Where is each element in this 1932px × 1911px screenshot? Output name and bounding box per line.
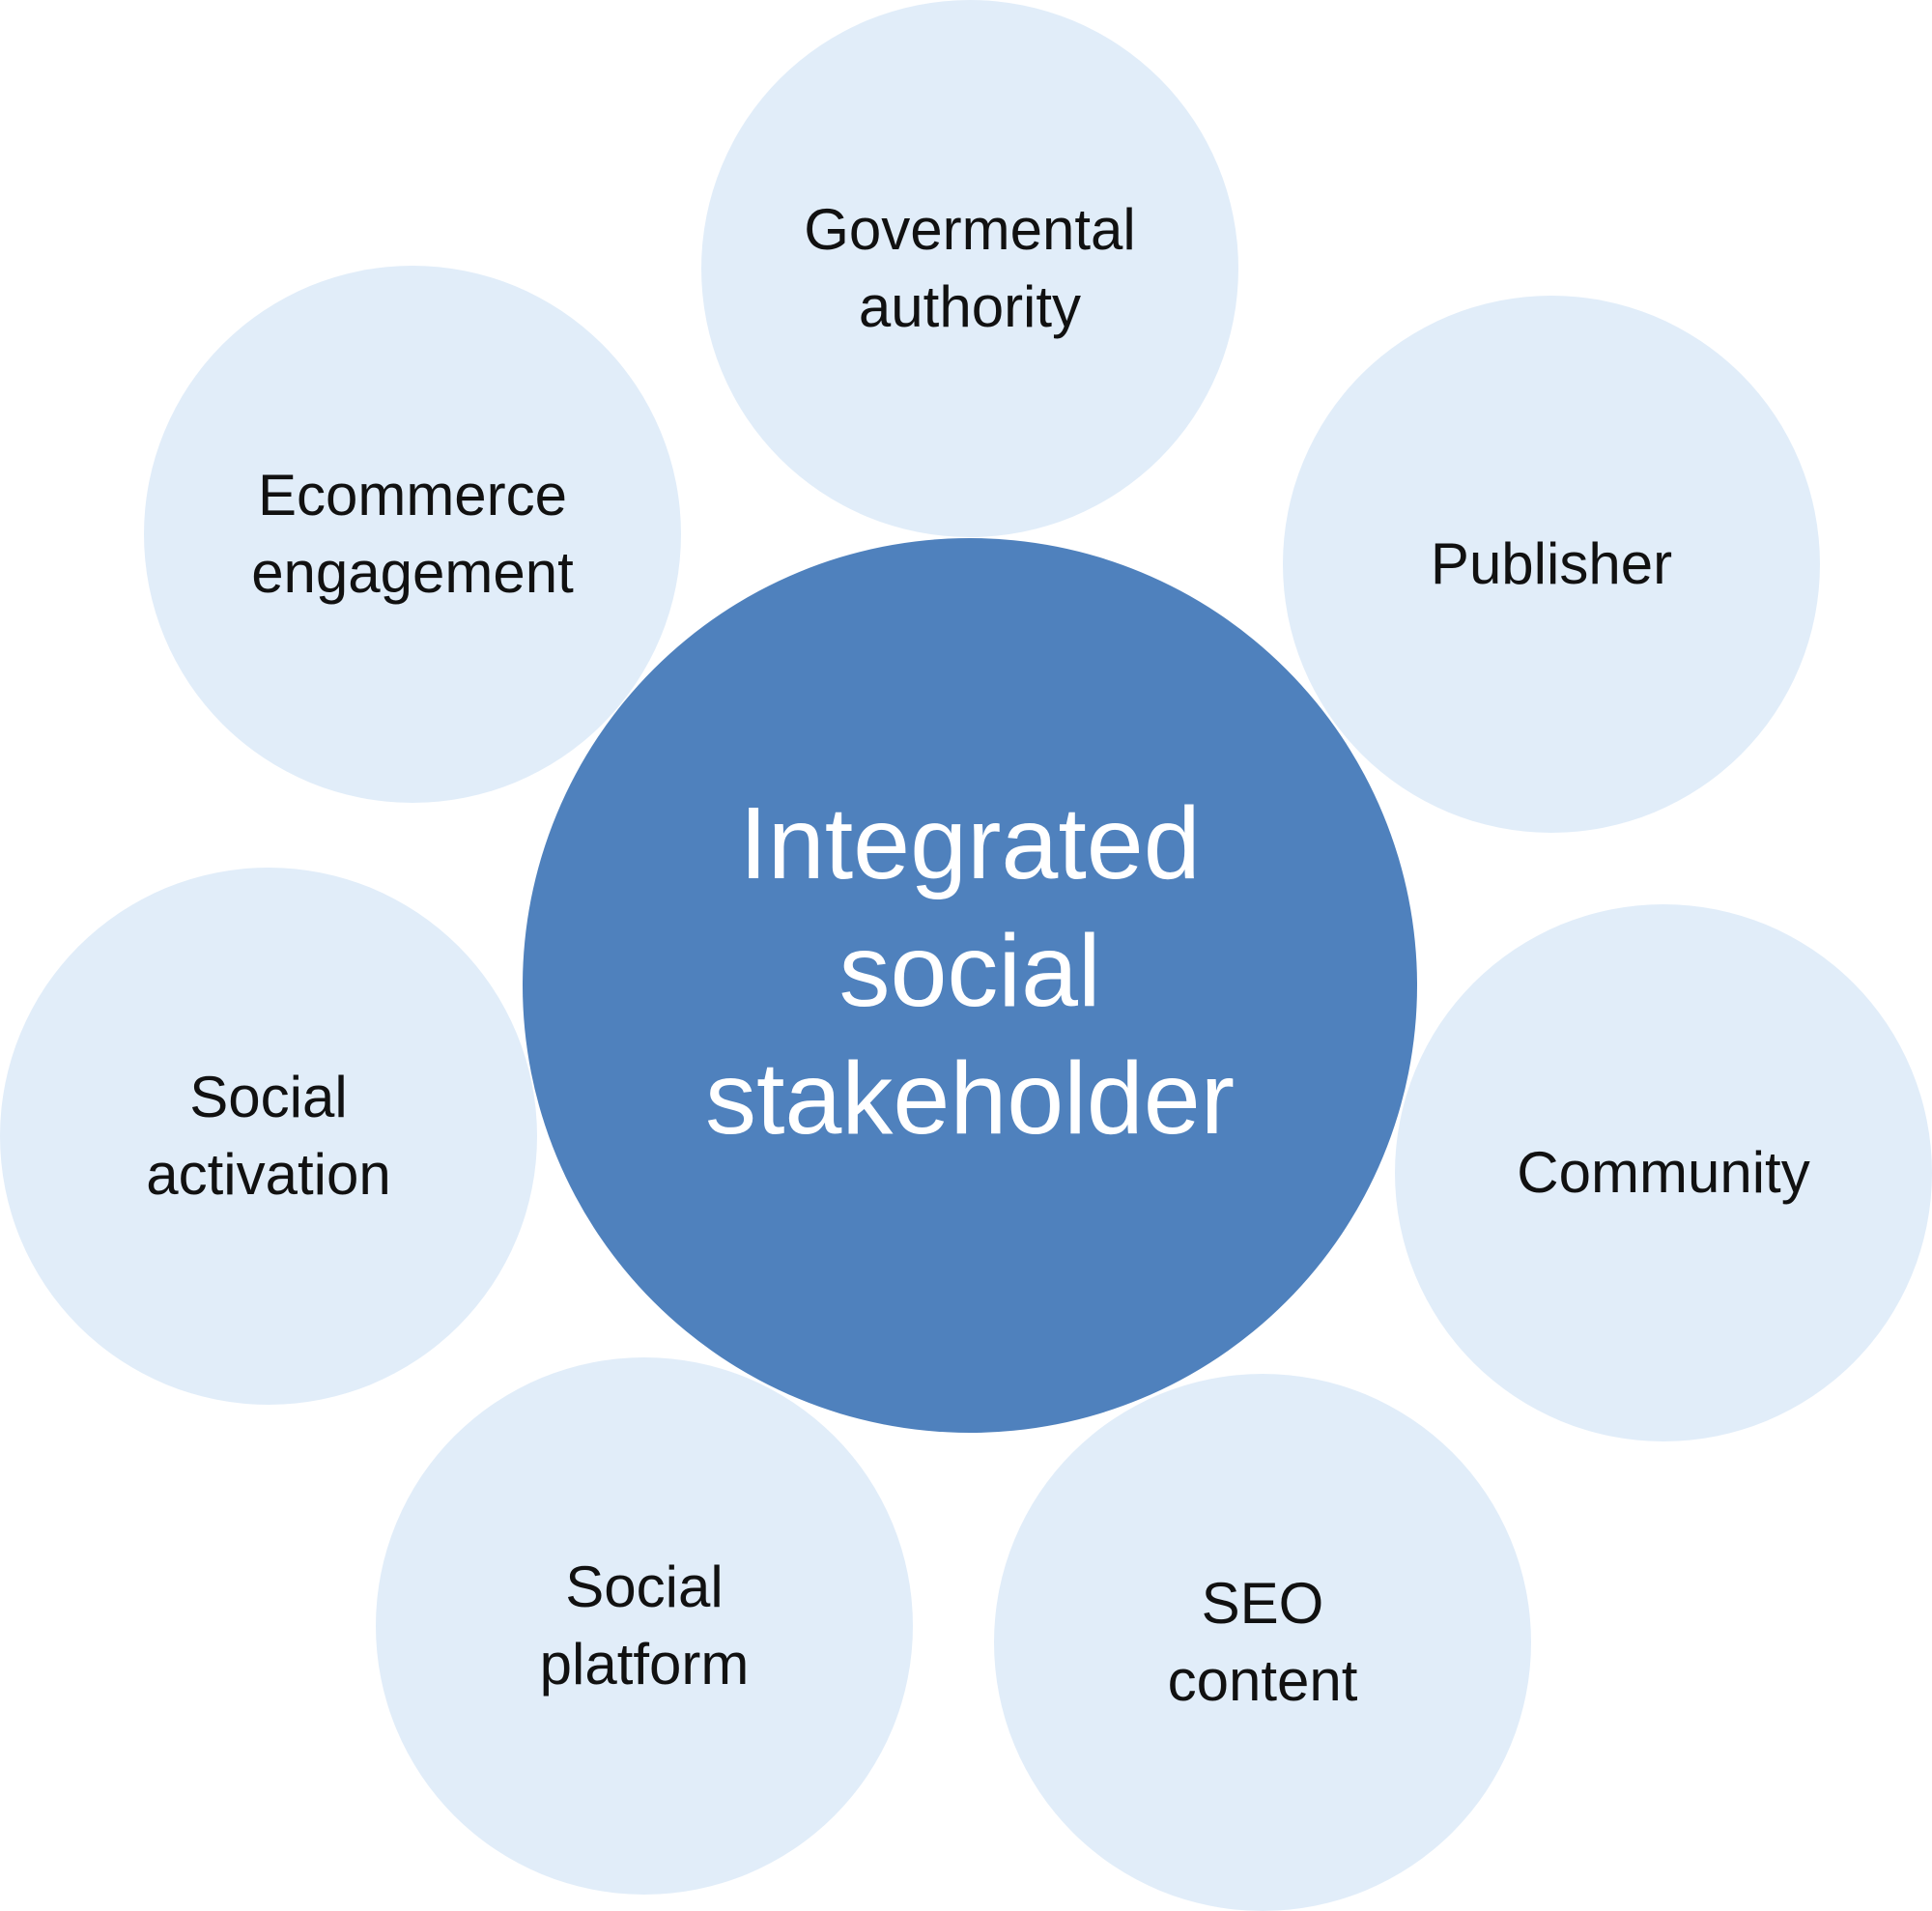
node-label-line: Social bbox=[189, 1065, 348, 1129]
node-publisher: Publisher bbox=[1283, 296, 1820, 833]
node-social-activation: Social activation bbox=[0, 868, 537, 1405]
center-label-line: social bbox=[838, 914, 1101, 1028]
center-label-line: Integrated bbox=[739, 786, 1201, 900]
node-ecommerce-engagement: Ecommerce engagement bbox=[144, 266, 681, 803]
node-label-line: Govermental bbox=[804, 197, 1136, 262]
node-governmental-authority: Govermental authority bbox=[701, 0, 1238, 537]
node-seo-content: SEO content bbox=[994, 1374, 1531, 1911]
node-label-line: platform bbox=[539, 1632, 750, 1697]
node-label-line: Social bbox=[565, 1554, 724, 1619]
node-label-line: activation bbox=[146, 1142, 391, 1207]
node-label-line: Community bbox=[1517, 1140, 1810, 1205]
node-label-line: SEO bbox=[1201, 1571, 1324, 1636]
node-label-line: engagement bbox=[251, 540, 574, 605]
node-social-platform: Social platform bbox=[376, 1357, 913, 1895]
node-label-line: Publisher bbox=[1430, 531, 1673, 596]
center-label-line: stakeholder bbox=[704, 1041, 1235, 1155]
node-label-line: Ecommerce bbox=[257, 463, 568, 528]
center-node-integrated-social-stakeholder: Integrated social stakeholder bbox=[523, 538, 1417, 1433]
node-community: Community bbox=[1395, 904, 1932, 1441]
node-label-line: content bbox=[1167, 1648, 1358, 1713]
node-label-line: authority bbox=[858, 274, 1082, 339]
